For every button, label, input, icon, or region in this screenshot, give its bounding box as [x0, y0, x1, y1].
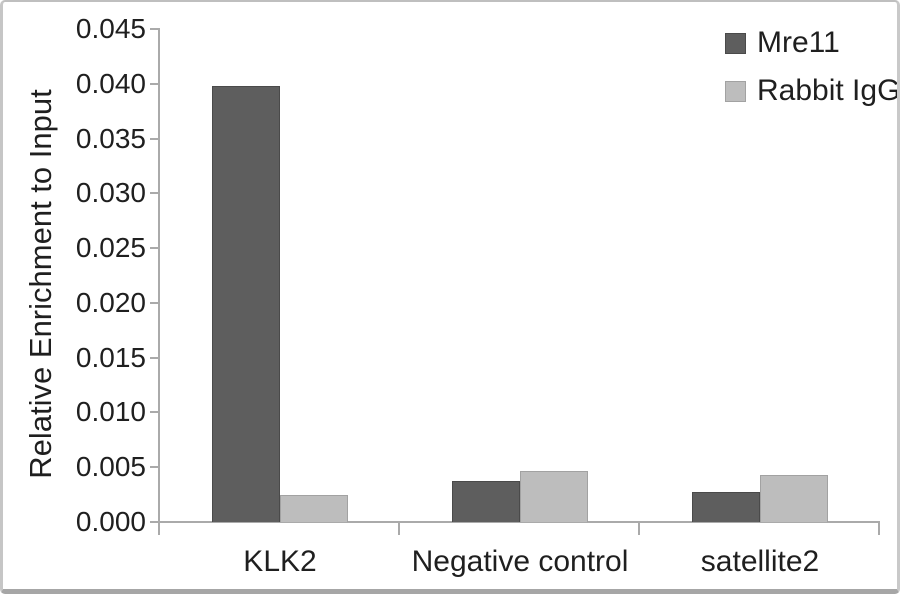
- y-tick-mark: [150, 28, 160, 30]
- bar-mre11: [212, 86, 280, 522]
- x-tick-mark: [398, 521, 400, 535]
- y-tick-mark: [150, 411, 160, 414]
- y-tick-mark: [150, 521, 160, 523]
- y-tick-label: 0.040: [75, 67, 146, 99]
- x-axis-line: [158, 521, 880, 523]
- y-tick-label: 0.010: [75, 396, 146, 428]
- legend-swatch-icon: [725, 32, 746, 54]
- y-tick-mark: [150, 82, 160, 85]
- y-axis-title: Relative Enrichment to Input: [23, 89, 58, 479]
- y-tick-label: 0.035: [75, 122, 146, 154]
- bar-mre11: [692, 492, 760, 522]
- y-tick-label: 0.005: [75, 451, 146, 483]
- legend-label: Rabbit IgG: [757, 74, 900, 107]
- x-category-label: KLK2: [243, 545, 317, 578]
- y-tick-label: 0.025: [75, 232, 146, 264]
- legend-item: Rabbit IgG: [725, 74, 900, 108]
- y-tick-mark: [150, 466, 160, 469]
- y-tick-mark: [150, 356, 160, 359]
- y-tick-mark: [150, 247, 160, 250]
- legend-swatch-icon: [725, 80, 746, 102]
- x-category-label: satellite2: [700, 545, 820, 578]
- bar-rabbit-igg: [280, 495, 348, 522]
- y-tick-label: 0.000: [75, 506, 146, 537]
- y-tick-mark: [150, 192, 160, 195]
- y-tick-label: 0.015: [75, 341, 146, 373]
- y-tick-mark: [150, 137, 160, 140]
- y-tick-label: 0.030: [75, 177, 146, 209]
- legend-item: Mre11: [725, 26, 897, 60]
- x-category-label: Negative control: [411, 545, 629, 578]
- y-tick-label: 0.020: [75, 286, 146, 318]
- y-axis-line: [158, 29, 160, 535]
- x-tick-mark: [638, 521, 640, 535]
- y-tick-mark: [150, 301, 160, 304]
- legend: Mre11 Rabbit IgG: [725, 26, 900, 122]
- y-tick-label: 0.045: [75, 13, 146, 44]
- bar-rabbit-igg: [520, 471, 588, 522]
- legend-label: Mre11: [757, 26, 840, 59]
- bar-mre11: [452, 481, 520, 522]
- x-tick-mark: [878, 521, 880, 535]
- bar-rabbit-igg: [760, 475, 828, 522]
